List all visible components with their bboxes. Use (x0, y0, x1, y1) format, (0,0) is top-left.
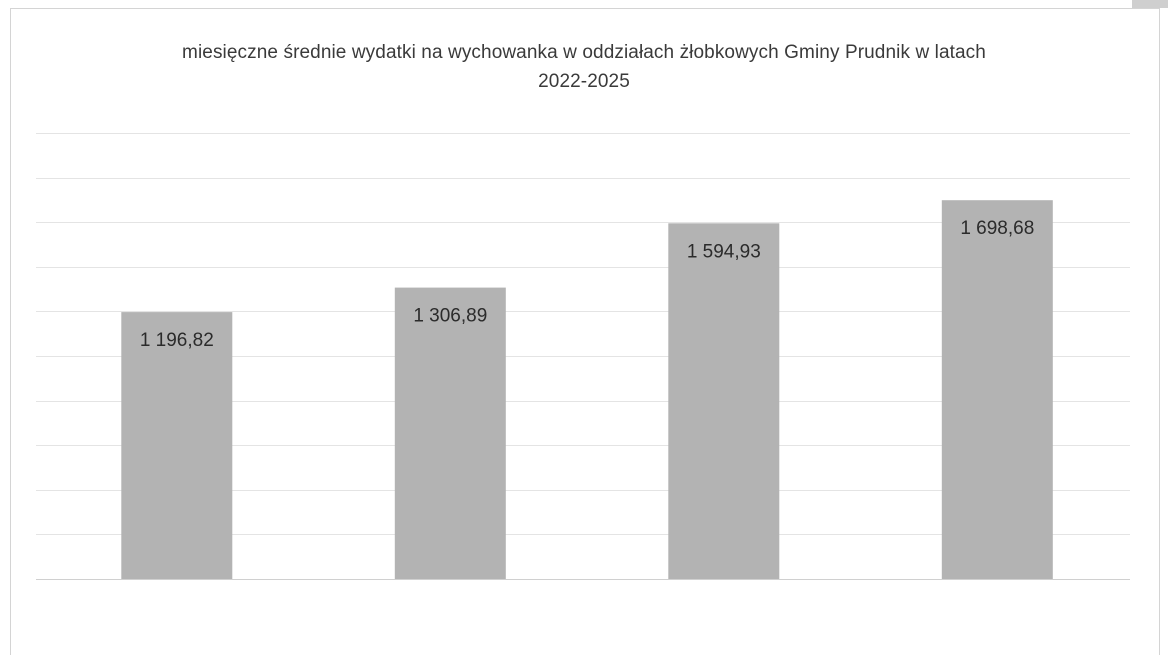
data-label-4: 1 698,68 (960, 218, 1034, 239)
bar-1 (121, 312, 233, 579)
data-label-3: 1 594,93 (687, 241, 761, 262)
corner-tab (1132, 0, 1168, 8)
bar-2 (394, 287, 506, 579)
bar-4 (941, 200, 1053, 579)
bars (121, 200, 1053, 580)
data-label-1: 1 196,82 (140, 330, 214, 351)
chart-title-line-2: 2022-2025 (538, 71, 630, 92)
data-label-2: 1 306,89 (413, 306, 487, 327)
chart-title-line-1: miesięczne średnie wydatki na wychowanka… (182, 42, 986, 63)
bar-3 (668, 223, 780, 580)
chart-title: miesięczne średnie wydatki na wychowanka… (0, 38, 1168, 96)
data-labels: 1 196,82 1 306,89 1 594,93 1 698,68 (140, 218, 1034, 351)
